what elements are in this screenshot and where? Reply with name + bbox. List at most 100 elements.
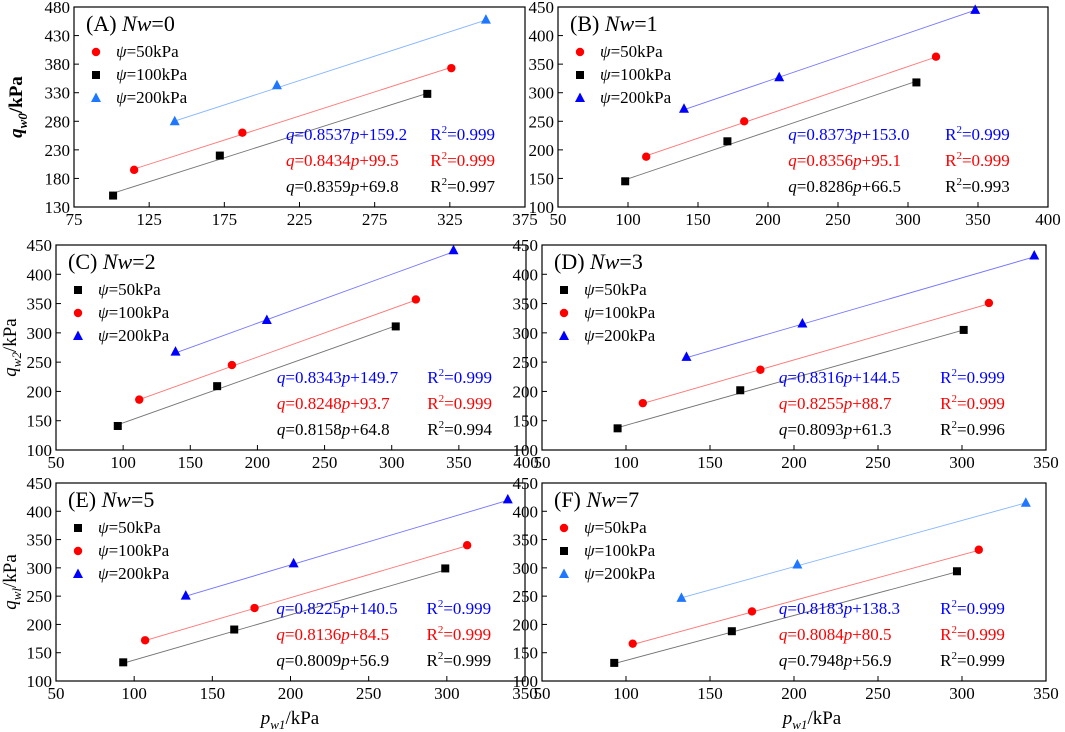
eq-p: p — [852, 151, 862, 170]
r2-superscript: 2 — [956, 150, 962, 162]
legend-marker-e — [73, 546, 83, 556]
r2-letter: R — [940, 599, 952, 618]
y-tick-label-c: 200 — [27, 382, 53, 401]
fit-equation-e: q=0.8009p+56.9 — [276, 651, 389, 670]
legend-marker-e — [73, 568, 83, 578]
eq-q: q — [276, 599, 285, 618]
eq-q: q — [788, 125, 797, 144]
y-tick-label-c: 250 — [27, 353, 53, 372]
eq-p: p — [843, 420, 853, 439]
legend-psi: ψ — [584, 303, 595, 322]
eq-p: p — [341, 368, 351, 387]
y-tick-label-f: 100 — [513, 672, 539, 691]
x-tick-label-c: 50 — [48, 453, 65, 472]
r2-value: =0.999 — [443, 625, 491, 644]
fit-r2-e: R2=0.999 — [427, 598, 492, 618]
fit-line-b — [625, 80, 917, 181]
eq-intercept: +56.9 — [852, 651, 891, 670]
y-tick-label-a: 330 — [45, 84, 71, 103]
data-point-c — [170, 346, 181, 356]
eq-q: q — [779, 651, 788, 670]
x-tick-label-f: 250 — [865, 684, 891, 703]
y-tick-label-d: 450 — [513, 236, 539, 255]
fit-equation-f: q=0.8084p+80.5 — [779, 625, 892, 644]
legend-psi: ψ — [584, 564, 595, 583]
legend-label-f: ψ=50kPa — [584, 518, 647, 537]
r2-value: =0.999 — [957, 368, 1005, 387]
legend-label-a: ψ=100kPa — [116, 65, 188, 84]
eq-intercept: +88.7 — [852, 394, 892, 413]
legend-marker-a — [91, 47, 101, 57]
x-tick-label-a: 375 — [512, 210, 538, 229]
fit-line-e — [123, 569, 446, 664]
legend-label-e: ψ=50kPa — [98, 518, 161, 537]
legend-psi: ψ — [600, 65, 611, 84]
x-tick-label-d: 250 — [865, 453, 891, 472]
r2-value: =0.993 — [962, 177, 1010, 196]
fit-line-c — [117, 325, 396, 426]
panel-title-f: (F) Nw=7 — [554, 487, 639, 512]
eq-slope: =0.8359 — [294, 177, 350, 196]
legend-rest: =100kPa — [109, 303, 170, 322]
fit-line-b — [683, 9, 976, 111]
x-tick-label-e: 250 — [356, 684, 382, 703]
fit-r2-d: R2=0.996 — [940, 419, 1005, 439]
data-point-c — [113, 421, 122, 430]
x-tick-label-c: 200 — [245, 453, 271, 472]
eq-q: q — [788, 177, 797, 196]
y-tick-label-e: 400 — [27, 502, 53, 521]
panel-title-var: Nw — [102, 249, 133, 274]
r2-superscript: 2 — [952, 367, 958, 379]
fit-line-f — [632, 549, 979, 645]
y-tick-label-b: 150 — [529, 169, 555, 188]
y-tick-label-b: 300 — [529, 84, 555, 103]
data-point-e — [230, 625, 239, 634]
legend-label-c: ψ=200kPa — [98, 326, 170, 345]
r2-value: =0.999 — [447, 151, 495, 170]
legend-psi: ψ — [584, 518, 595, 537]
xlabel-sub: w1 — [270, 717, 285, 732]
data-point-c — [135, 395, 144, 404]
r2-superscript: 2 — [439, 393, 445, 405]
legend-rest: =50kPa — [109, 518, 162, 537]
data-point-a — [109, 191, 118, 200]
data-point-b — [912, 78, 921, 87]
x-tick-label-a: 75 — [66, 210, 83, 229]
fit-equation-d: q=0.8255p+88.7 — [779, 394, 892, 413]
y-tick-label-a: 480 — [45, 0, 71, 17]
legend-label-f: ψ=100kPa — [584, 541, 656, 560]
x-tick-label-b: 100 — [615, 210, 641, 229]
x-tick-label-f: 200 — [781, 684, 807, 703]
y-tick-label-e: 100 — [27, 672, 53, 691]
eq-q: q — [276, 651, 285, 670]
r2-letter: R — [430, 151, 442, 170]
y-tick-label-a: 380 — [45, 55, 71, 74]
data-point-f — [974, 545, 983, 554]
data-point-d — [613, 424, 622, 433]
panel-title-prefix: (C) — [68, 249, 103, 274]
data-point-b — [774, 71, 785, 82]
r2-letter: R — [945, 151, 957, 170]
panel-title-suffix: =2 — [132, 249, 155, 274]
data-point-f — [1020, 497, 1031, 507]
legend-label-f: ψ=200kPa — [584, 564, 656, 583]
x-tick-label-b: 250 — [825, 210, 851, 229]
panel-title-suffix: =0 — [151, 11, 174, 36]
data-point-b — [679, 103, 689, 113]
r2-letter: R — [940, 625, 952, 644]
data-point-f — [792, 558, 803, 569]
fit-r2-c: R2=0.994 — [427, 419, 492, 439]
eq-slope: =0.8093 — [787, 420, 843, 439]
panel-title-var: Nw — [585, 487, 616, 512]
eq-slope: =0.8434 — [294, 151, 351, 170]
x-tick-label-a: 125 — [136, 210, 162, 229]
xlabel-p: p — [259, 708, 271, 729]
panel-title-suffix: =5 — [131, 487, 154, 512]
x-axis-label-right: pw1/kPa — [781, 708, 842, 732]
y-tick-label-b: 100 — [529, 198, 555, 217]
panel-title-prefix: (F) — [554, 487, 586, 512]
ylabel-q: q — [6, 128, 27, 138]
legend-marker-a — [92, 71, 100, 79]
x-tick-label-f: 300 — [949, 684, 975, 703]
r2-value: =0.999 — [443, 599, 491, 618]
